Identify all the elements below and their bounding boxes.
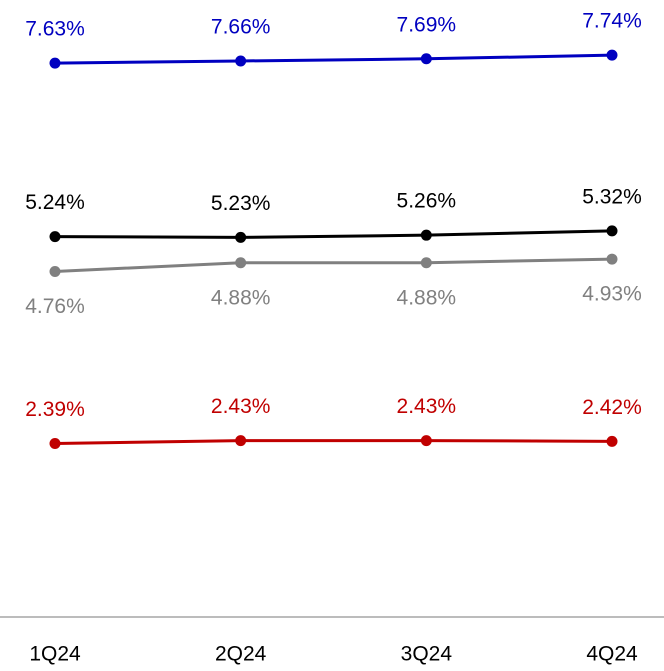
data-label: 4.88% [211, 286, 271, 309]
data-point [606, 435, 618, 447]
series-line [54, 257, 613, 273]
data-point [49, 231, 61, 243]
data-label: 5.32% [582, 185, 642, 208]
data-label: 2.42% [582, 396, 642, 419]
data-point [606, 49, 618, 61]
data-label: 7.74% [582, 10, 642, 33]
data-label: 7.66% [211, 16, 271, 39]
x-tick-label: 4Q24 [586, 643, 638, 666]
data-label: 5.24% [25, 191, 85, 214]
data-label: 7.69% [397, 13, 457, 36]
data-label: 4.88% [397, 286, 457, 309]
data-point [49, 265, 61, 277]
data-point [606, 225, 618, 237]
data-label: 5.26% [397, 190, 457, 213]
x-tick-label: 2Q24 [215, 643, 267, 666]
data-point [49, 438, 61, 450]
data-point [49, 57, 61, 69]
series-line [54, 439, 613, 446]
series-line [54, 229, 613, 239]
data-label: 2.43% [397, 395, 457, 418]
data-point [606, 253, 618, 265]
data-point [235, 231, 247, 243]
data-point [420, 53, 432, 65]
data-label: 5.23% [211, 192, 271, 215]
data-label: 4.76% [25, 295, 85, 318]
data-point [235, 435, 247, 447]
data-label: 2.39% [25, 398, 85, 421]
data-point [420, 229, 432, 241]
data-label: 2.43% [211, 395, 271, 418]
data-point [235, 257, 247, 269]
x-tick-label: 3Q24 [401, 643, 453, 666]
series-line [54, 53, 613, 65]
data-point [420, 435, 432, 447]
data-label: 7.63% [25, 18, 85, 41]
data-point [420, 257, 432, 269]
x-tick-label: 1Q24 [29, 643, 81, 666]
data-point [235, 55, 247, 67]
data-label: 4.93% [582, 283, 642, 306]
